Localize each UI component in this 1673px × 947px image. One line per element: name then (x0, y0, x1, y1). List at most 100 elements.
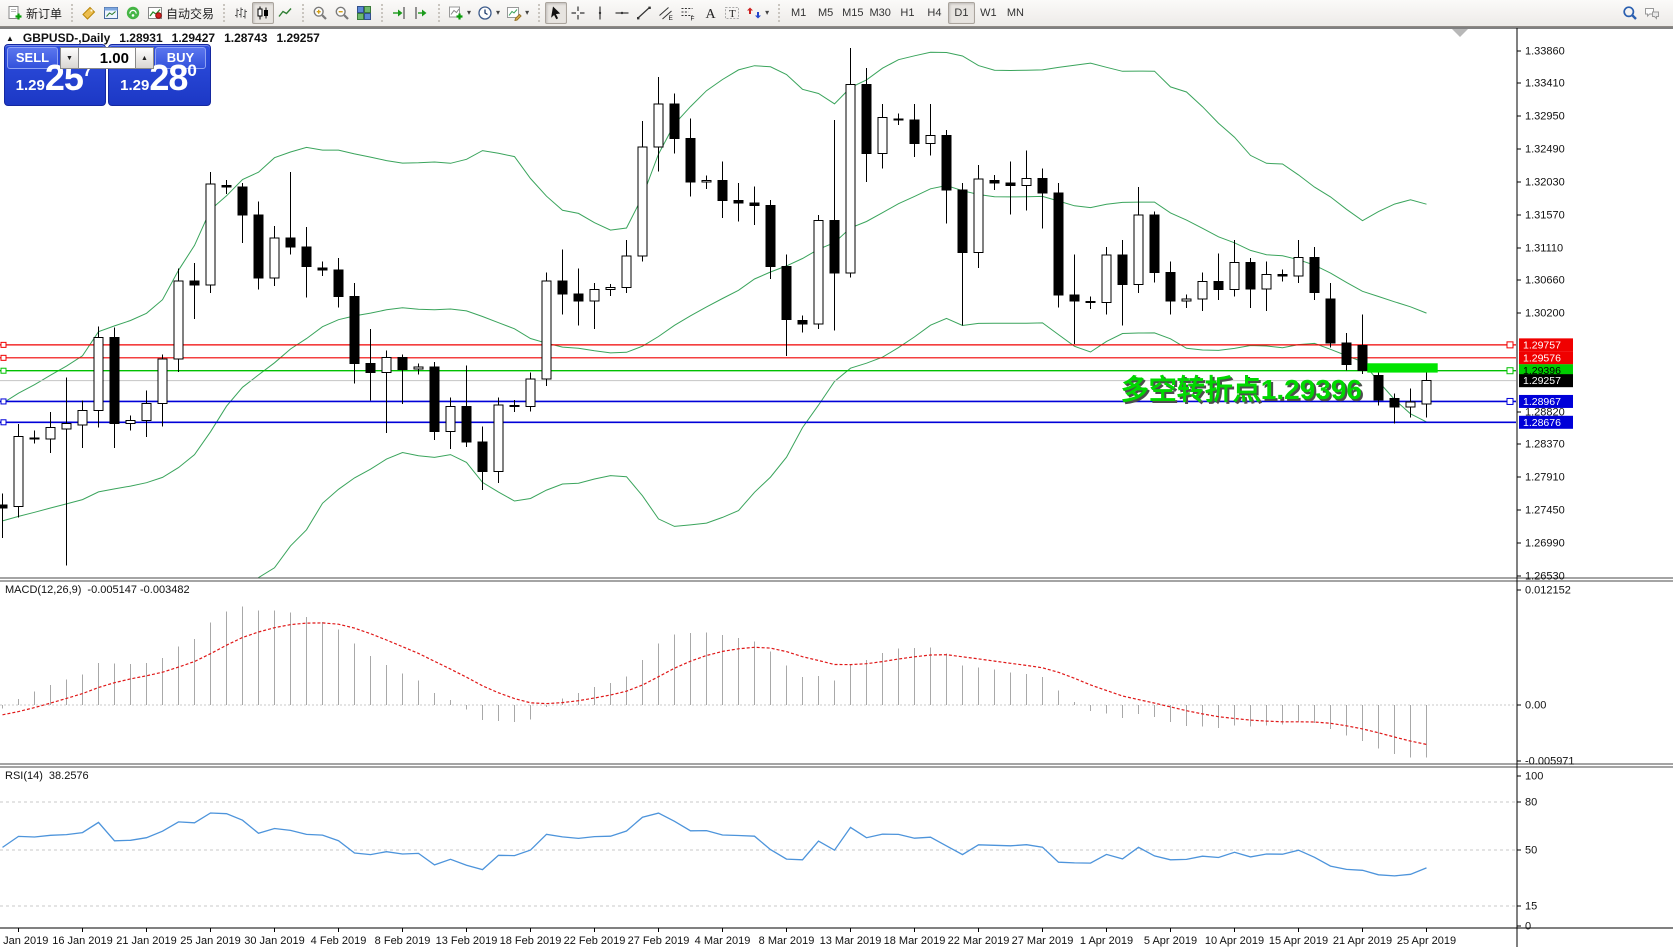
line-right-handle[interactable] (1506, 341, 1514, 349)
candle-2-Apr (1117, 254, 1128, 285)
text-button[interactable]: A (699, 2, 721, 24)
cursor-button[interactable] (545, 2, 568, 24)
macd-axis-tick: 0.012152 (1525, 585, 1571, 597)
timeframe-h4-button[interactable]: H4 (927, 7, 942, 19)
candle-11-Feb (429, 366, 440, 432)
candle-17-Feb (509, 405, 520, 408)
equidistant-channel-button[interactable]: E (655, 2, 677, 24)
time-axis-label: 25 Jan 2019 (180, 935, 241, 947)
sell-button[interactable]: SELL (7, 47, 58, 69)
price-axis-tick: 1.28370 (1525, 439, 1565, 451)
line-chart-button[interactable] (274, 2, 296, 24)
candle-5-Feb (349, 296, 360, 364)
candle-1-Mar (685, 137, 696, 183)
candle-7-Apr (1181, 298, 1192, 302)
search-button[interactable] (1619, 2, 1641, 24)
volume-input[interactable] (79, 47, 135, 69)
autotrade-icon (148, 7, 163, 19)
new-order-button[interactable]: 新订单 (4, 2, 65, 24)
line-left-handle[interactable] (0, 419, 7, 426)
volume-decrease-button[interactable]: ▼ (60, 47, 79, 69)
collapse-arrow-icon[interactable]: ▲ (6, 33, 14, 43)
timeframe-w1-button[interactable]: W1 (980, 7, 997, 19)
chart-shift-marker-icon[interactable] (1452, 29, 1468, 37)
timeframe-h1-button[interactable]: H1 (900, 7, 915, 19)
candle-15-Apr (1293, 256, 1304, 277)
line-left-handle[interactable] (0, 367, 7, 374)
bar-chart-button[interactable] (230, 2, 252, 24)
candle-24-Jan (189, 280, 200, 286)
zoom-out-button[interactable] (331, 2, 353, 24)
line-left-handle[interactable] (0, 341, 7, 348)
auto-scroll-button[interactable] (388, 2, 410, 24)
chart-shift-button[interactable] (410, 2, 432, 24)
turning-point-bar[interactable] (1367, 363, 1438, 373)
candle-12-Feb (445, 405, 456, 432)
chevron-down-icon[interactable]: ▾ (496, 8, 501, 17)
candle-24-Apr (1405, 401, 1416, 408)
indicators-button[interactable]: ▾ (445, 2, 474, 24)
profile-button[interactable] (78, 2, 100, 24)
sell-price-pip: 7 (82, 61, 93, 80)
toolbar-separator (776, 4, 782, 22)
vertical-line-button[interactable] (589, 2, 611, 24)
chevron-down-icon[interactable]: ▾ (765, 8, 770, 17)
tile-windows-button[interactable] (353, 2, 375, 24)
text-label-button[interactable]: T (721, 2, 743, 24)
line-right-handle[interactable] (1506, 397, 1514, 405)
candle-17-Apr (1325, 298, 1336, 344)
bars-icon (235, 7, 248, 19)
timeframe-m1-button[interactable]: M1 (790, 7, 807, 19)
line-left-handle[interactable] (0, 354, 7, 361)
arrows-button[interactable]: ▾ (743, 2, 772, 24)
buy-button[interactable]: BUY (155, 47, 206, 69)
periods-button[interactable]: ▾ (474, 2, 503, 24)
timeframe-mn-button[interactable]: MN (1006, 7, 1024, 19)
chevron-down-icon[interactable]: ▾ (467, 8, 472, 17)
turning-point-annotation[interactable]: 多空转折点1.29396 (1120, 374, 1362, 405)
chart-canvas[interactable]: 1.33860 1.33410 1.32950 1.32490 1.32030 1.315… (0, 27, 1673, 947)
fibonacci-button[interactable]: F (677, 2, 699, 24)
charts-window-button[interactable] (100, 2, 122, 24)
horizontal-line-button[interactable] (611, 2, 633, 24)
candlestick-chart-button[interactable] (252, 2, 275, 24)
chevron-down-icon[interactable]: ▾ (525, 8, 530, 17)
price-tag-text: 1.29257 (1523, 375, 1561, 387)
buy-price[interactable]: 1.29280 (108, 54, 209, 103)
candle-15-Mar (877, 117, 888, 154)
timeframe-d1-button[interactable]: D1 (947, 2, 975, 24)
timeframe-toolbar: M1 M5 M15 M30 H1 H4 D1 W1 MN (785, 0, 1029, 26)
price-axis[interactable] (1517, 28, 1673, 928)
candle-18-Jan (109, 336, 120, 424)
zoom-in-button[interactable] (309, 2, 331, 24)
toolbar-group (388, 0, 432, 26)
price-axis-tick: 1.26990 (1525, 538, 1565, 550)
templates-button[interactable]: ▾ (503, 2, 532, 24)
cursor-icon (551, 6, 561, 20)
crosshair-button[interactable] (567, 2, 589, 24)
volume-increase-button[interactable]: ▲ (135, 47, 154, 69)
candle-21-Feb (573, 293, 584, 302)
price-tag-1.28676 (1519, 415, 1573, 429)
community-button[interactable] (122, 2, 144, 24)
time-axis-label: 1 Apr 2019 (1080, 935, 1133, 947)
timeframe-m30-button[interactable]: M30 (869, 7, 891, 19)
ohlc-open: 1.28931 (119, 31, 163, 45)
timeframe-m15-button[interactable]: M15 (842, 7, 864, 19)
trendline-button[interactable] (633, 2, 655, 24)
auto-trading-button[interactable]: 自动交易 (144, 2, 217, 24)
candle-24-Feb (605, 286, 616, 291)
chat-button[interactable] (1641, 2, 1663, 24)
time-axis-label: 15 Apr 2019 (1269, 935, 1328, 947)
svg-text:F: F (691, 16, 695, 22)
candle-12-Mar (829, 220, 840, 274)
timeframe-m5-button[interactable]: M5 (817, 7, 834, 19)
line-right-handle[interactable] (1506, 367, 1514, 375)
buy-price-prefix: 1.29 (120, 77, 150, 94)
price-tag-1.29576 (1519, 351, 1573, 365)
time-axis-label: 21 Jan 2019 (116, 935, 177, 947)
time-axis[interactable] (0, 928, 1673, 947)
line-left-handle[interactable] (0, 398, 7, 405)
one-click-trading-panel: SELL BUY ▼ ▲ 1.29257 1.29280 (4, 44, 211, 106)
bollinger-lower-band (257, 317, 1427, 578)
